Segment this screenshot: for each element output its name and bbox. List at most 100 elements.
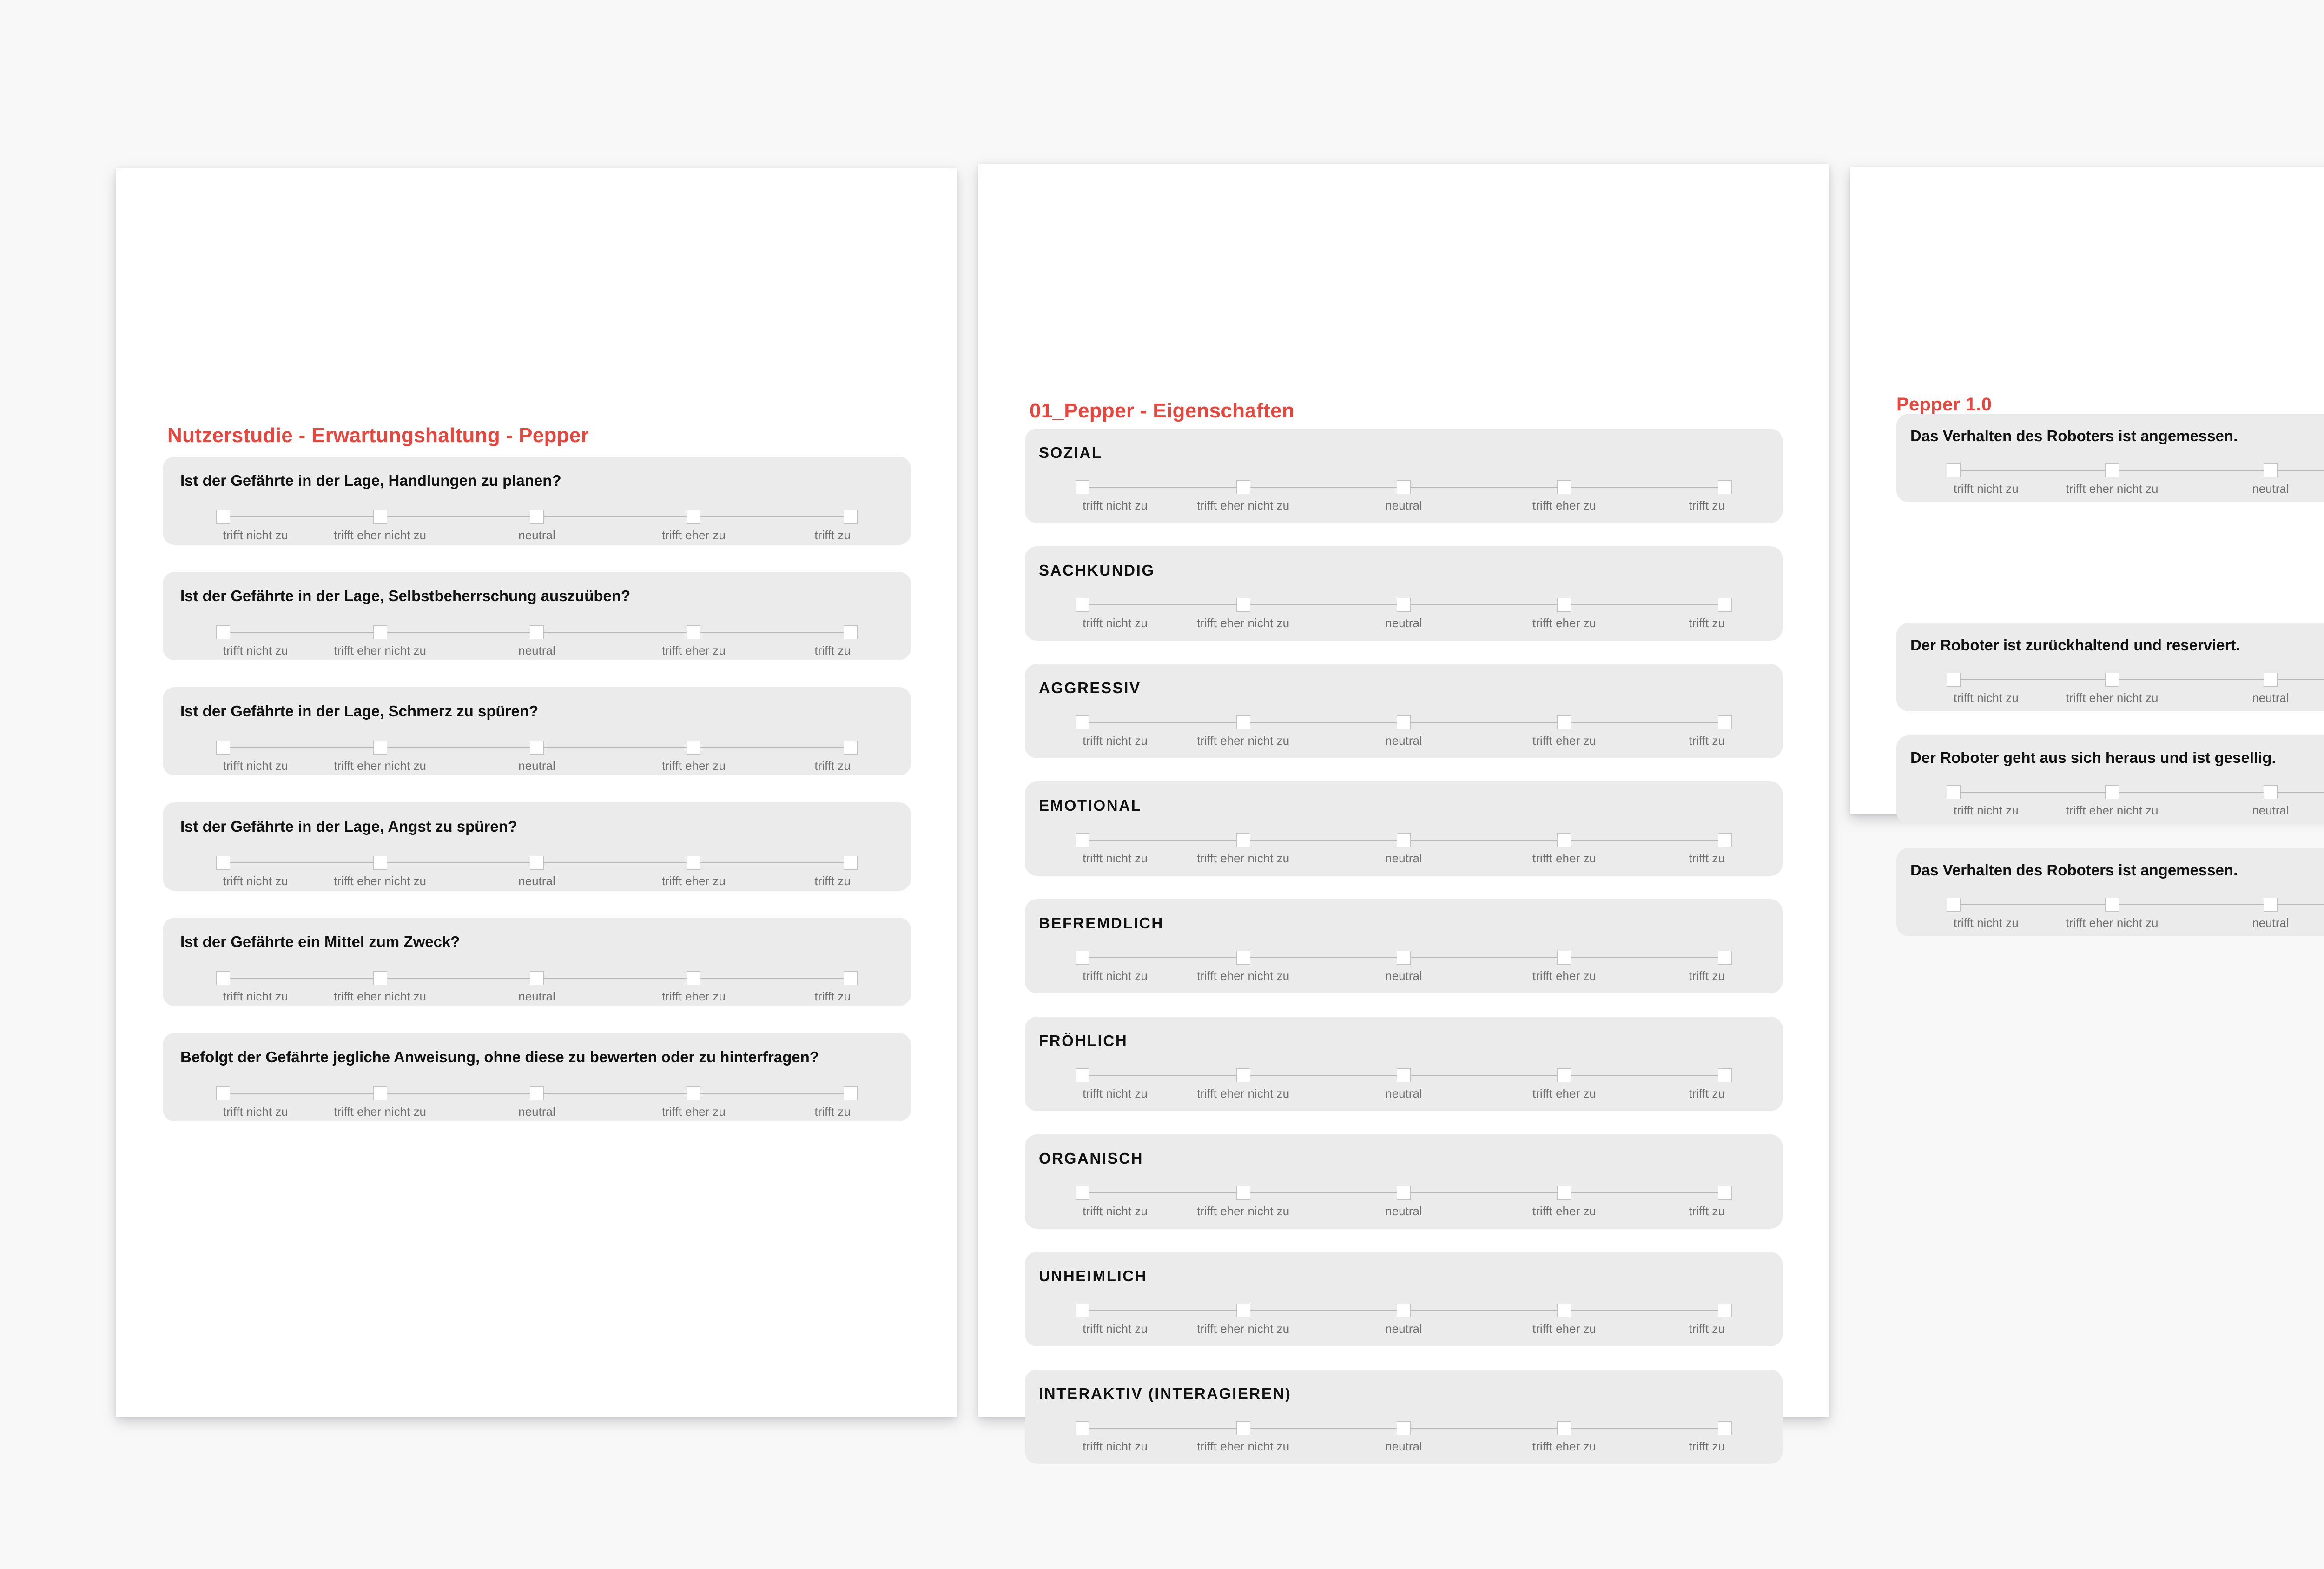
likert-scale[interactable]: trifft nicht zu trifft eher nicht zu neutr… — [1910, 782, 2324, 820]
slider-handle-1[interactable] — [216, 625, 231, 639]
rating-item[interactable]: ORGANISCH trifft nicht zu trifft eher nich… — [1025, 1134, 1783, 1229]
slider-handle-5[interactable] — [843, 971, 858, 985]
slider-track-area[interactable] — [180, 853, 893, 873]
slider-track-area[interactable] — [1039, 1183, 1769, 1203]
likert-scale[interactable]: trifft nicht zu trifft eher nicht zu neutr… — [1039, 477, 1769, 515]
slider-handle-5[interactable] — [1717, 598, 1732, 612]
slider-handle-5[interactable] — [1717, 1186, 1732, 1200]
slider-handle-3[interactable] — [530, 625, 544, 639]
slider-handle-3[interactable] — [1397, 715, 1411, 729]
slider-track-area[interactable] — [1039, 830, 1769, 850]
slider-handle-3[interactable] — [1397, 598, 1411, 612]
slider-handle-1[interactable] — [1076, 1068, 1090, 1082]
rating-item[interactable]: SOZIAL trifft nicht zu trifft eher nicht z… — [1025, 429, 1783, 523]
likert-scale[interactable]: trifft nicht zu trifft eher nicht zu neutr… — [1039, 830, 1769, 868]
slider-handle-1[interactable] — [1076, 833, 1090, 847]
slider-handle-4[interactable] — [1557, 1186, 1571, 1200]
slider-handle-5[interactable] — [843, 856, 858, 870]
rating-item[interactable]: Das Verhalten des Roboters ist angemesse… — [1896, 414, 2324, 502]
slider-track-area[interactable] — [180, 968, 893, 988]
slider-track-area[interactable] — [180, 622, 893, 642]
rating-item[interactable]: SACHKUNDIG trifft nicht zu trifft eher nic… — [1025, 546, 1783, 641]
slider-handle-2[interactable] — [1236, 951, 1250, 965]
slider-handle-1[interactable] — [216, 1086, 231, 1100]
rating-item[interactable]: Ist der Gefährte ein Mittel zum Zweck? tr… — [163, 918, 911, 1006]
rating-item[interactable]: Ist der Gefährte in der Lage, Selbstbehe… — [163, 572, 911, 660]
slider-handle-5[interactable] — [843, 510, 858, 524]
likert-scale[interactable]: trifft nicht zu trifft eher nicht zu neutr… — [1039, 595, 1769, 633]
likert-scale[interactable]: trifft nicht zu trifft eher nicht zu neutr… — [1910, 460, 2324, 498]
slider-handle-4[interactable] — [1557, 833, 1571, 847]
slider-handle-1[interactable] — [1947, 898, 1961, 912]
slider-handle-3[interactable] — [530, 741, 544, 755]
slider-handle-5[interactable] — [1717, 1421, 1732, 1435]
slider-handle-4[interactable] — [687, 856, 701, 870]
slider-track-area[interactable] — [1910, 669, 2324, 690]
likert-scale[interactable]: trifft nicht zu trifft eher nicht zu neutr… — [180, 622, 893, 660]
slider-handle-3[interactable] — [530, 1086, 544, 1100]
rating-item[interactable]: FRÖHLICH trifft nicht zu trifft eher nicht… — [1025, 1017, 1783, 1111]
slider-handle-1[interactable] — [216, 510, 231, 524]
likert-scale[interactable]: trifft nicht zu trifft eher nicht zu neutr… — [1910, 894, 2324, 933]
slider-handle-5[interactable] — [843, 741, 858, 755]
slider-handle-3[interactable] — [530, 510, 544, 524]
slider-handle-2[interactable] — [2105, 785, 2119, 799]
slider-handle-1[interactable] — [1947, 463, 1961, 477]
slider-track-area[interactable] — [1910, 782, 2324, 802]
rating-item[interactable]: Ist der Gefährte in der Lage, Handlungen… — [163, 457, 911, 545]
slider-handle-4[interactable] — [1557, 480, 1571, 494]
slider-track-area[interactable] — [1039, 947, 1769, 968]
slider-handle-3[interactable] — [2264, 785, 2278, 799]
likert-scale[interactable]: trifft nicht zu trifft eher nicht zu neutr… — [1039, 1183, 1769, 1221]
slider-track-area[interactable] — [1039, 1300, 1769, 1321]
likert-scale[interactable]: trifft nicht zu trifft eher nicht zu neutr… — [180, 507, 893, 545]
slider-handle-3[interactable] — [530, 856, 544, 870]
rating-item[interactable]: Der Roboter ist zurückhaltend und reserv… — [1896, 623, 2324, 711]
slider-handle-3[interactable] — [1397, 951, 1411, 965]
slider-track-area[interactable] — [180, 507, 893, 527]
slider-handle-1[interactable] — [1076, 1421, 1090, 1435]
slider-handle-2[interactable] — [1236, 1304, 1250, 1317]
slider-handle-5[interactable] — [1717, 715, 1732, 729]
slider-handle-2[interactable] — [373, 1086, 387, 1100]
slider-handle-4[interactable] — [687, 510, 701, 524]
slider-handle-2[interactable] — [1236, 480, 1250, 494]
likert-scale[interactable]: trifft nicht zu trifft eher nicht zu neutr… — [1039, 947, 1769, 986]
slider-handle-5[interactable] — [1717, 1304, 1732, 1317]
slider-track-area[interactable] — [1039, 1418, 1769, 1438]
slider-handle-2[interactable] — [373, 510, 387, 524]
slider-handle-1[interactable] — [1076, 951, 1090, 965]
rating-item[interactable]: AGGRESSIV trifft nicht zu trifft eher nich… — [1025, 664, 1783, 758]
slider-handle-4[interactable] — [1557, 1068, 1571, 1082]
slider-track-area[interactable] — [180, 737, 893, 758]
slider-handle-2[interactable] — [1236, 833, 1250, 847]
slider-handle-3[interactable] — [2264, 463, 2278, 477]
slider-handle-4[interactable] — [1557, 1421, 1571, 1435]
likert-scale[interactable]: trifft nicht zu trifft eher nicht zu neutr… — [180, 968, 893, 1006]
slider-handle-3[interactable] — [1397, 833, 1411, 847]
slider-track-area[interactable] — [180, 1083, 893, 1104]
slider-track-area[interactable] — [1039, 595, 1769, 615]
rating-item[interactable]: BEFREMDLICH trifft nicht zu trifft eher ni… — [1025, 899, 1783, 993]
slider-handle-3[interactable] — [1397, 1186, 1411, 1200]
rating-item[interactable]: Der Roboter geht aus sich heraus und ist… — [1896, 735, 2324, 824]
slider-handle-3[interactable] — [2264, 898, 2278, 912]
rating-item[interactable]: EMOTIONAL trifft nicht zu trifft eher nich… — [1025, 781, 1783, 876]
slider-handle-5[interactable] — [1717, 833, 1732, 847]
likert-scale[interactable]: trifft nicht zu trifft eher nicht zu neutr… — [180, 853, 893, 891]
slider-handle-2[interactable] — [1236, 1186, 1250, 1200]
slider-handle-5[interactable] — [1717, 480, 1732, 494]
slider-handle-2[interactable] — [373, 971, 387, 985]
slider-handle-5[interactable] — [1717, 951, 1732, 965]
slider-handle-2[interactable] — [1236, 1068, 1250, 1082]
slider-track-area[interactable] — [1039, 1065, 1769, 1086]
likert-scale[interactable]: trifft nicht zu trifft eher nicht zu neutr… — [180, 737, 893, 775]
rating-item[interactable]: Ist der Gefährte in der Lage, Schmerz zu… — [163, 687, 911, 775]
slider-handle-1[interactable] — [1076, 598, 1090, 612]
likert-scale[interactable]: trifft nicht zu trifft eher nicht zu neutr… — [1039, 1418, 1769, 1456]
slider-handle-3[interactable] — [1397, 1068, 1411, 1082]
slider-handle-5[interactable] — [1717, 1068, 1732, 1082]
slider-handle-4[interactable] — [687, 971, 701, 985]
slider-handle-4[interactable] — [687, 1086, 701, 1100]
likert-scale[interactable]: trifft nicht zu trifft eher nicht zu neutr… — [1039, 1065, 1769, 1103]
